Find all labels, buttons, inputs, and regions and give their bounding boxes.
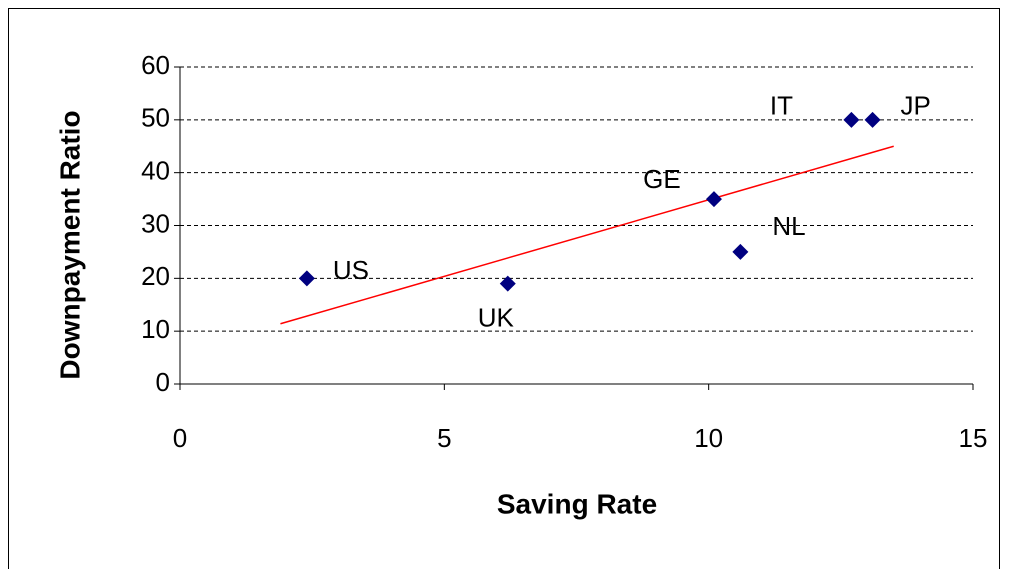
x-tick-label: 15 [959, 423, 988, 453]
y-tick-label: 20 [141, 261, 170, 291]
y-tick-label: 60 [141, 50, 170, 80]
x-tick-label: 10 [694, 423, 723, 453]
chart-frame [8, 8, 1000, 569]
point-label: IT [770, 91, 793, 121]
y-tick-label: 0 [156, 367, 170, 397]
point [298, 270, 315, 287]
y-axis-title: Downpayment Ratio [54, 110, 85, 379]
point-label: NL [772, 211, 805, 241]
point [732, 243, 749, 260]
point-label: US [333, 255, 369, 285]
trendline [280, 145, 894, 325]
y-tick-label: 10 [141, 314, 170, 344]
point-label: GE [643, 164, 681, 194]
point-label: JP [901, 91, 931, 121]
x-axis-title: Saving Rate [497, 488, 657, 519]
y-tick-label: 30 [141, 208, 170, 238]
x-tick-label: 5 [437, 423, 451, 453]
point [864, 111, 881, 128]
y-tick-label: 50 [141, 103, 170, 133]
point [843, 111, 860, 128]
point-label: UK [478, 302, 515, 332]
y-tick-label: 40 [141, 156, 170, 186]
point [499, 275, 516, 292]
point [705, 191, 722, 208]
x-tick-label: 0 [173, 423, 187, 453]
